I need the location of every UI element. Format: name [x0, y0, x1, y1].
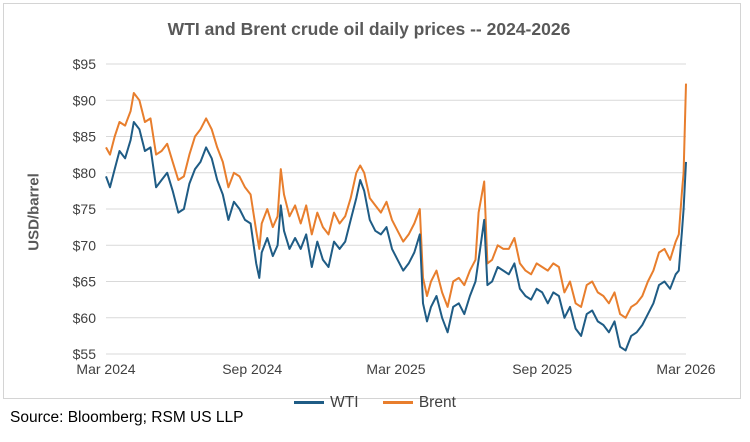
- x-tick-label: Mar 2026: [656, 361, 715, 377]
- y-tick-label: $55: [73, 346, 97, 362]
- y-tick-label: $90: [73, 92, 97, 108]
- source-note: Source: Bloomberg; RSM US LLP: [10, 409, 244, 426]
- y-tick-label: $65: [73, 274, 97, 290]
- legend: WTI Brent: [0, 391, 750, 412]
- legend-swatch-brent: [382, 401, 413, 404]
- gridlines: [106, 63, 686, 355]
- x-tick-label: Sep 2024: [222, 361, 282, 377]
- series-line-wti: [105, 121, 687, 352]
- legend-swatch-wti: [294, 401, 325, 404]
- legend-item-wti: WTI: [294, 393, 359, 412]
- y-tick-label: $80: [73, 165, 97, 181]
- legend-item-brent: Brent: [382, 393, 456, 412]
- y-tick-labels: $55 $60 $65 $70 $75 $80 $85 $90 $95: [73, 56, 97, 362]
- x-tick-label: Mar 2025: [366, 361, 425, 377]
- series-line-brent: [105, 83, 687, 319]
- y-tick-label: $70: [73, 237, 97, 253]
- legend-label-brent: Brent: [418, 393, 456, 411]
- y-tick-label: $85: [73, 129, 97, 145]
- x-tick-labels: Mar 2024 Sep 2024 Mar 2025 Sep 2025 Mar 2026: [76, 361, 715, 377]
- line-chart: $55 $60 $65 $70 $75 $80 $85 $90 $95 Mar 2024 Sep …: [73, 56, 716, 377]
- y-tick-label: $60: [73, 310, 97, 326]
- x-tick-label: Sep 2025: [512, 361, 572, 377]
- y-tick-label: $95: [73, 56, 97, 72]
- legend-label-wti: WTI: [330, 393, 359, 411]
- chart-title: WTI and Brent crude oil daily prices -- …: [167, 19, 571, 39]
- series-lines: [105, 83, 687, 352]
- y-tick-label: $75: [73, 201, 97, 217]
- x-tick-label: Mar 2024: [76, 361, 135, 377]
